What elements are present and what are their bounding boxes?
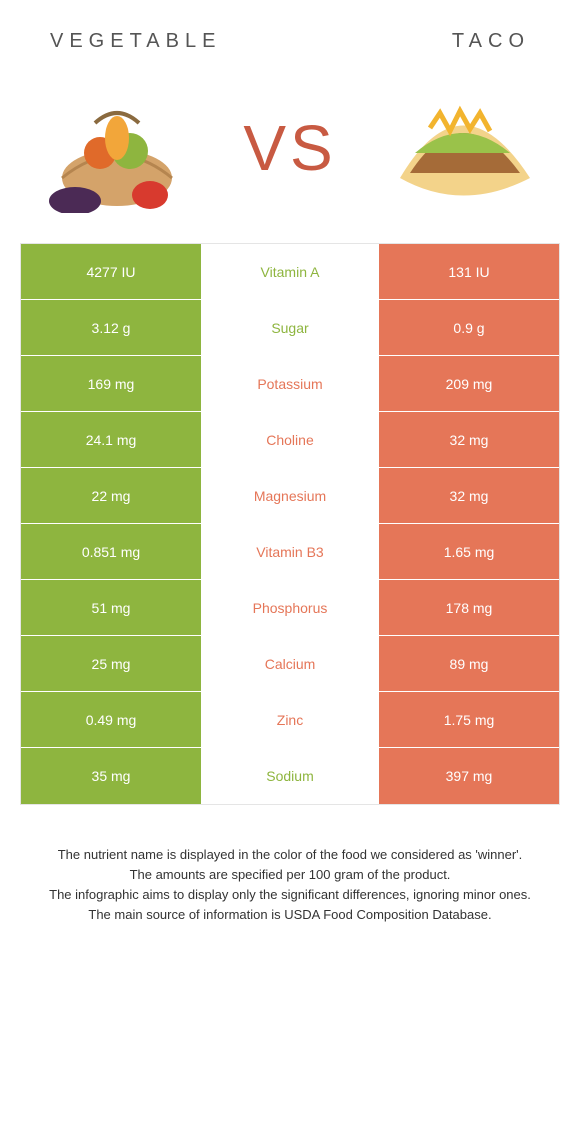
footer-line: The main source of information is USDA F…: [35, 905, 545, 925]
nutrient-row: 22 mgMagnesium32 mg: [21, 468, 559, 524]
vs-label: VS: [243, 111, 336, 185]
nutrient-row: 169 mgPotassium209 mg: [21, 356, 559, 412]
nutrient-row: 51 mgPhosphorus178 mg: [21, 580, 559, 636]
nutrient-right-value: 32 mg: [379, 412, 559, 467]
nutrient-right-value: 178 mg: [379, 580, 559, 635]
nutrient-left-value: 0.49 mg: [21, 692, 201, 747]
nutrient-name: Magnesium: [201, 468, 379, 523]
header-right-title: Taco: [452, 30, 530, 53]
nutrient-right-value: 131 IU: [379, 244, 559, 299]
nutrient-left-value: 169 mg: [21, 356, 201, 411]
nutrient-right-value: 89 mg: [379, 636, 559, 691]
taco-image: [380, 83, 545, 213]
nutrient-right-value: 209 mg: [379, 356, 559, 411]
nutrient-right-value: 1.65 mg: [379, 524, 559, 579]
footer-notes: The nutrient name is displayed in the co…: [0, 805, 580, 956]
nutrient-left-value: 22 mg: [21, 468, 201, 523]
footer-line: The amounts are specified per 100 gram o…: [35, 865, 545, 885]
nutrient-left-value: 3.12 g: [21, 300, 201, 355]
header-left-title: Vegetable: [50, 30, 221, 53]
nutrient-right-value: 397 mg: [379, 748, 559, 804]
nutrient-left-value: 24.1 mg: [21, 412, 201, 467]
nutrient-left-value: 25 mg: [21, 636, 201, 691]
nutrient-right-value: 0.9 g: [379, 300, 559, 355]
nutrient-left-value: 35 mg: [21, 748, 201, 804]
footer-line: The nutrient name is displayed in the co…: [35, 845, 545, 865]
header: Vegetable Taco: [0, 0, 580, 63]
footer-line: The infographic aims to display only the…: [35, 885, 545, 905]
nutrient-row: 3.12 gSugar0.9 g: [21, 300, 559, 356]
nutrient-row: 0.49 mgZinc1.75 mg: [21, 692, 559, 748]
nutrient-name: Phosphorus: [201, 580, 379, 635]
hero-row: VS: [0, 63, 580, 243]
nutrient-right-value: 32 mg: [379, 468, 559, 523]
nutrient-name: Zinc: [201, 692, 379, 747]
nutrient-left-value: 51 mg: [21, 580, 201, 635]
nutrient-row: 4277 IUVitamin A131 IU: [21, 244, 559, 300]
nutrient-row: 24.1 mgCholine32 mg: [21, 412, 559, 468]
nutrient-name: Calcium: [201, 636, 379, 691]
nutrient-left-value: 0.851 mg: [21, 524, 201, 579]
nutrient-name: Vitamin A: [201, 244, 379, 299]
nutrient-name: Sugar: [201, 300, 379, 355]
nutrient-name: Vitamin B3: [201, 524, 379, 579]
nutrient-row: 0.851 mgVitamin B31.65 mg: [21, 524, 559, 580]
nutrient-right-value: 1.75 mg: [379, 692, 559, 747]
vegetable-image: [35, 83, 200, 213]
nutrient-name: Potassium: [201, 356, 379, 411]
nutrient-name: Choline: [201, 412, 379, 467]
nutrient-left-value: 4277 IU: [21, 244, 201, 299]
nutrient-row: 25 mgCalcium89 mg: [21, 636, 559, 692]
nutrient-name: Sodium: [201, 748, 379, 804]
nutrient-row: 35 mgSodium397 mg: [21, 748, 559, 804]
nutrient-table: 4277 IUVitamin A131 IU3.12 gSugar0.9 g16…: [20, 243, 560, 805]
